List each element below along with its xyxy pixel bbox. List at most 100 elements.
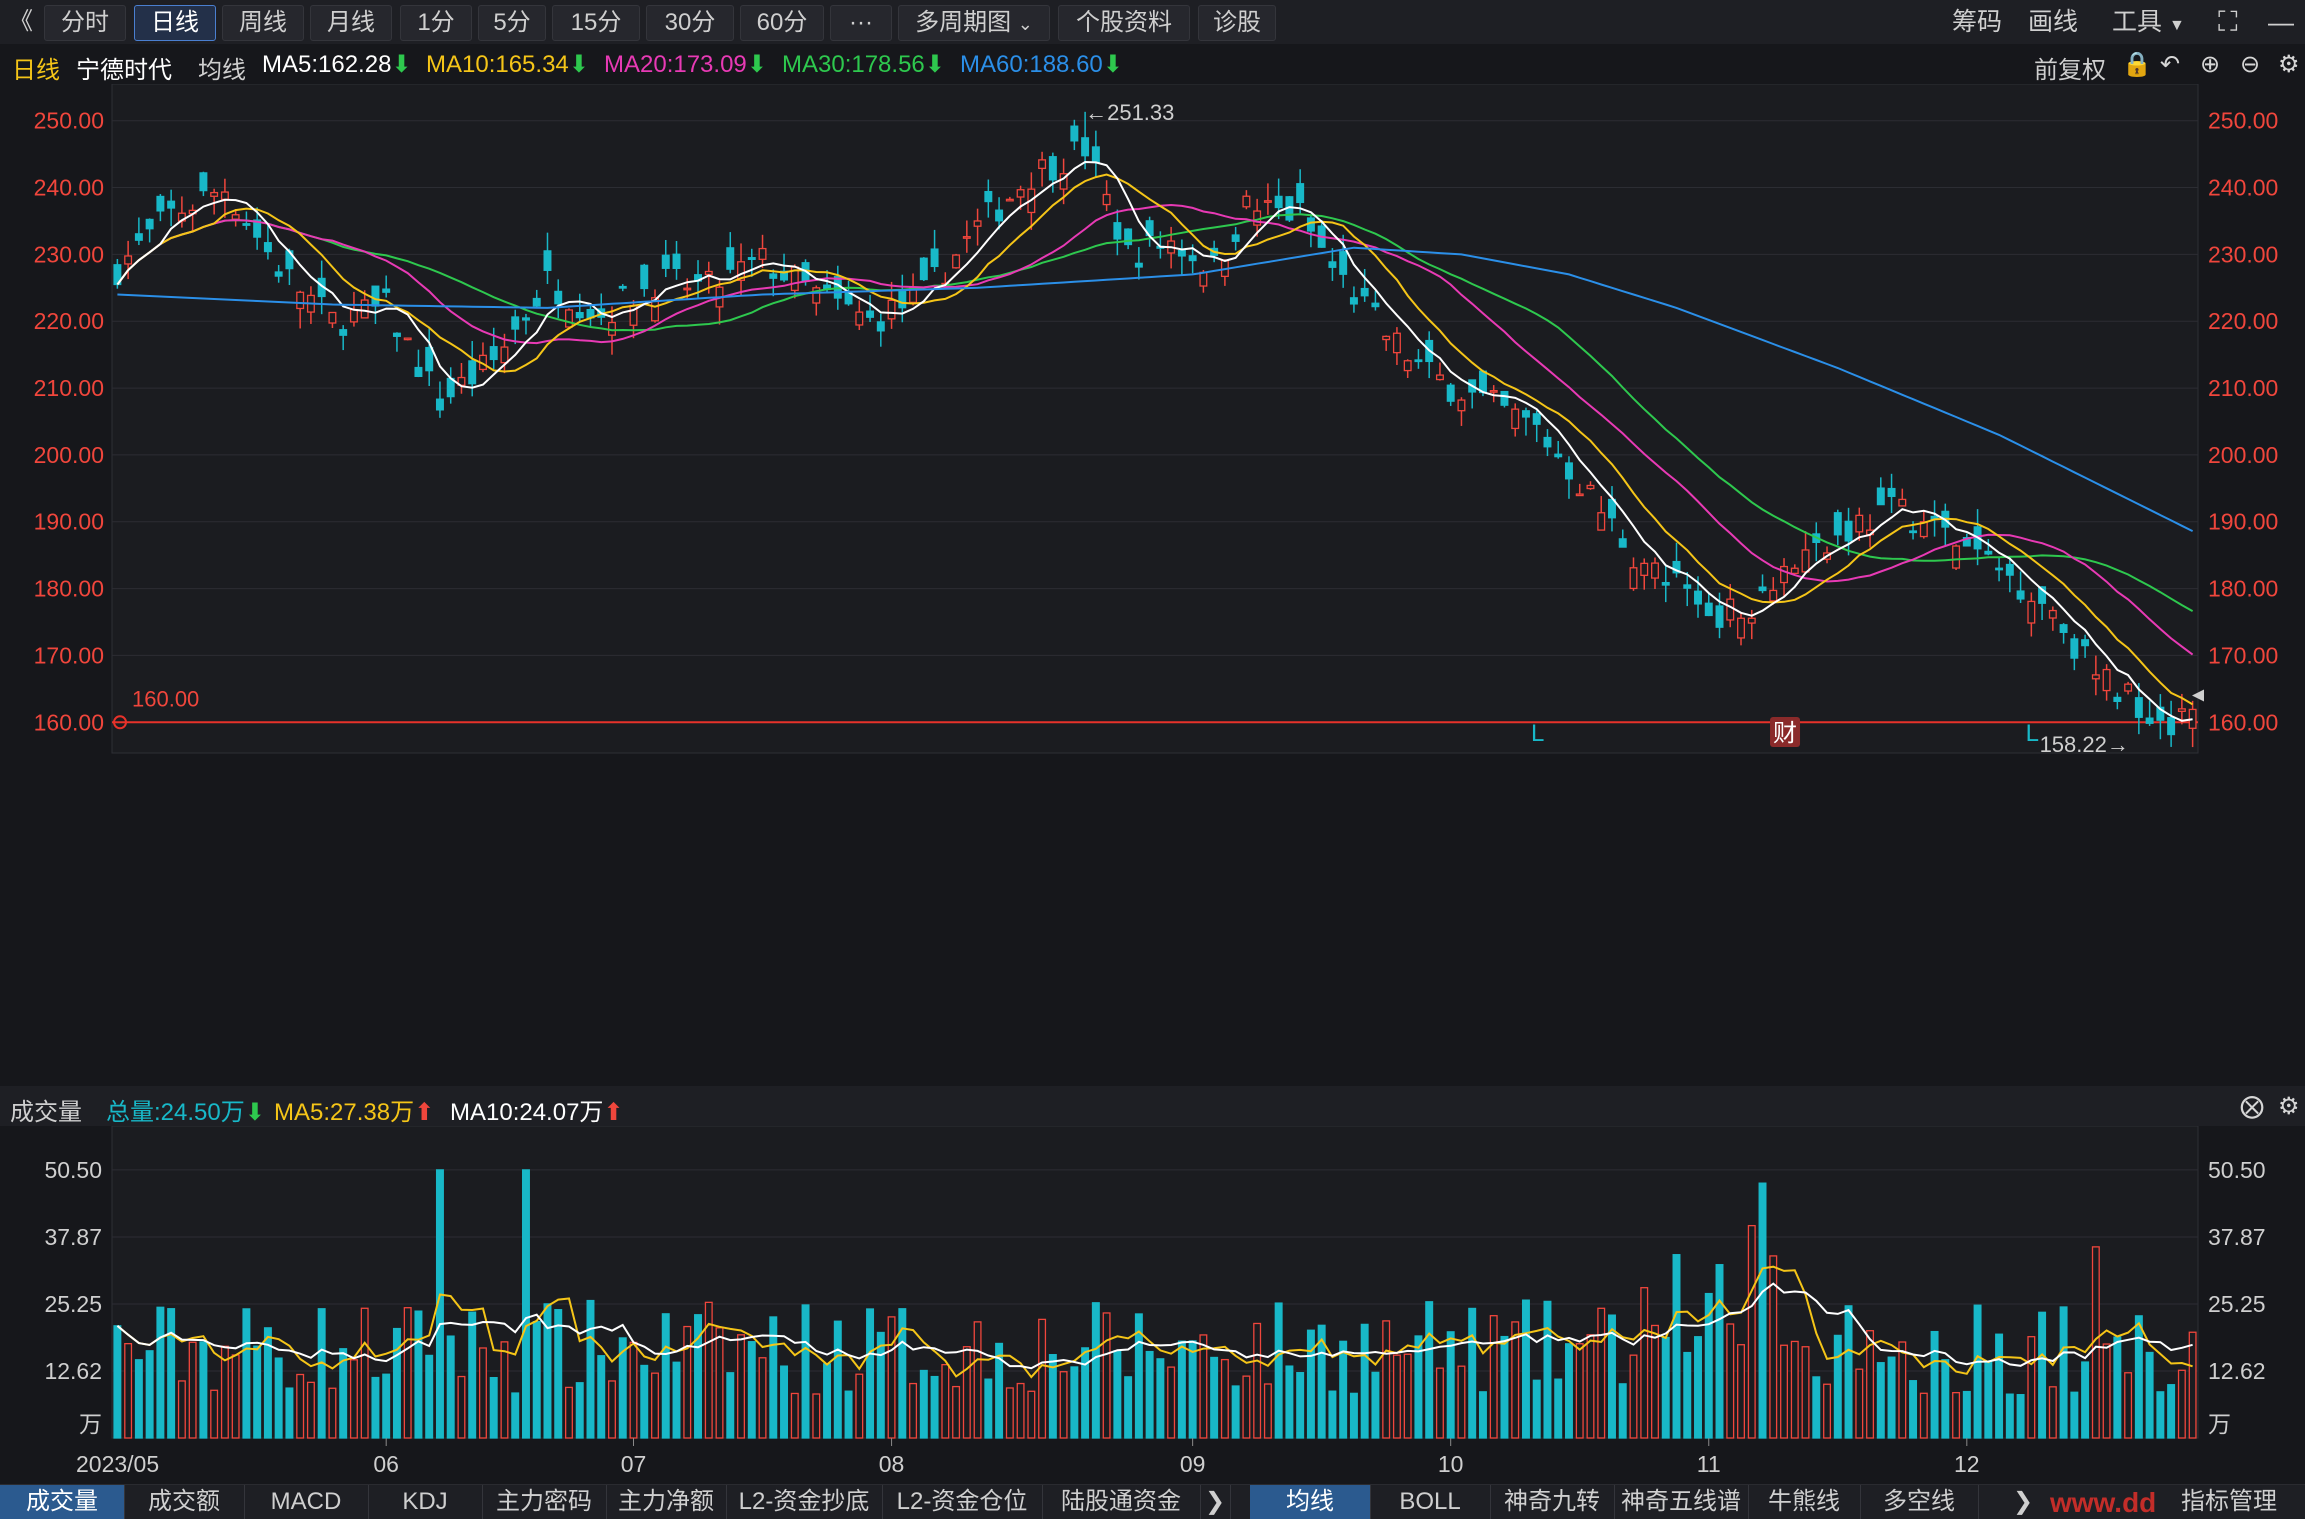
indicator-tab-right-6[interactable]: 指标管理	[2181, 1488, 2277, 1515]
volume-bar-11	[231, 1354, 240, 1439]
period-tab-4[interactable]: 1分	[400, 5, 472, 41]
tools-button[interactable]: 工具 ▼	[2112, 5, 2185, 39]
volume-bar-6	[177, 1380, 186, 1439]
settings-gear-icon[interactable]: ⚙	[2278, 51, 2300, 78]
candle-body-116	[1360, 287, 1369, 297]
volume-title: 成交量	[10, 1099, 82, 1126]
zoom-in-icon[interactable]: ⊕	[2200, 51, 2221, 78]
event-marker-bg-1	[1770, 717, 1801, 747]
indicator-tab-left-8[interactable]: 陆股通资金	[1042, 1485, 1201, 1519]
indicator-tab-left-0[interactable]: 成交量	[0, 1485, 125, 1519]
indicator-tab-left-5[interactable]: 主力净额	[606, 1485, 727, 1519]
date-label-1: 06	[373, 1451, 399, 1477]
zoom-out-icon[interactable]: ⊖	[2240, 51, 2261, 78]
indicator-tab-right-2[interactable]: 神奇九转	[1490, 1485, 1615, 1519]
candle-body-101	[1199, 271, 1208, 287]
volume-bar-166	[1898, 1341, 1907, 1439]
candle-body-70	[866, 310, 875, 318]
multi-period-dropdown[interactable]: 多周期图 ⌄	[898, 5, 1050, 41]
volume-bar-92	[1102, 1312, 1111, 1439]
period-tab-2[interactable]: 周线	[222, 5, 304, 41]
tabs-scroll-right-icon-2[interactable]: ❯	[2012, 1488, 2034, 1515]
diagnose-button[interactable]: 诊股	[1198, 5, 1276, 41]
volume-bar-174	[1984, 1360, 1993, 1439]
volume-bar-121	[1414, 1335, 1423, 1439]
volume-bar-122	[1425, 1301, 1434, 1439]
period-tab-5[interactable]: 5分	[478, 5, 546, 41]
candle-body-87	[1048, 156, 1057, 181]
indicator-tab-left-4[interactable]: 主力密码	[482, 1485, 607, 1519]
volume-bar-49	[640, 1364, 649, 1439]
chips-button[interactable]: 筹码	[1952, 8, 2003, 36]
period-tab-0[interactable]: 分时	[44, 5, 126, 41]
draw-button[interactable]: 画线	[2028, 8, 2079, 36]
volume-bar-147	[1694, 1336, 1702, 1439]
candle-body-94	[1124, 228, 1133, 246]
volume-bar-61	[769, 1316, 778, 1439]
collapse-button[interactable]: 《	[9, 8, 33, 35]
candle-body-58	[737, 261, 746, 281]
fullscreen-icon[interactable]: ⛶	[2218, 6, 2238, 37]
stock-info-button[interactable]: 个股资料	[1058, 5, 1190, 41]
volume-bar-135	[1564, 1343, 1573, 1439]
indicator-tab-right-5[interactable]: 多空线	[1860, 1485, 1979, 1519]
indicator-tab-right-1[interactable]: BOLL	[1370, 1485, 1491, 1519]
volume-bar-146	[1683, 1351, 1692, 1439]
volume-bar-31	[446, 1335, 455, 1439]
volume-bar-66	[823, 1363, 832, 1439]
volume-bar-176	[2005, 1393, 2014, 1439]
volume-bar-90	[1081, 1347, 1090, 1439]
period-tab-1[interactable]: 日线	[134, 5, 216, 41]
candle-body-30	[435, 398, 444, 411]
volume-bar-119	[1392, 1354, 1401, 1439]
price-160-marker	[113, 715, 127, 730]
period-tab-6[interactable]: 15分	[552, 5, 640, 41]
volume-bar-144	[1661, 1336, 1670, 1439]
volume-bar-64	[801, 1304, 810, 1439]
indicator-tab-left-6[interactable]: L2-资金抄底	[726, 1485, 883, 1519]
adjust-toggle[interactable]: 前复权	[2034, 57, 2106, 84]
indicator-tab-right-4[interactable]: 牛熊线	[1748, 1485, 1861, 1519]
volume-chart[interactable]: 50.50 50.50 37.87 37.87 25.25 25.25 12.62 12.62…	[0, 1126, 2305, 1484]
candle-body-3	[145, 218, 154, 230]
volume-bar-129	[1500, 1335, 1509, 1439]
candle-body-78	[952, 254, 961, 269]
candle-body-133	[1543, 436, 1552, 448]
low-annotation: 158.22→	[2040, 732, 2129, 757]
period-tab-8[interactable]: 60分	[740, 5, 824, 41]
volume-bar-44	[586, 1299, 595, 1439]
candle-body-51	[661, 254, 670, 269]
minimize-panel-icon[interactable]: —	[2268, 7, 2294, 37]
period-tab-7[interactable]: 30分	[646, 5, 734, 41]
candle-body-183	[2081, 639, 2090, 647]
candle-body-182	[2070, 638, 2079, 659]
volume-bar-137	[1586, 1334, 1595, 1439]
ma10-line	[116, 173, 2194, 706]
tabs-scroll-right-icon[interactable]: ❯	[1200, 1485, 1231, 1519]
candle-body-134	[1554, 453, 1563, 458]
candle-body-149	[1715, 605, 1724, 628]
volume-bar-98	[1167, 1366, 1176, 1439]
lock-icon[interactable]: 🔒	[2122, 51, 2152, 78]
period-tab-3[interactable]: 月线	[310, 5, 392, 41]
indicator-tab-left-7[interactable]: L2-资金仓位	[882, 1485, 1043, 1519]
price-chart[interactable]: 250.00 250.00 240.00 240.00 230.00 230.00 220.…	[0, 84, 2305, 1086]
volume-settings-icon[interactable]: ⚙	[2278, 1093, 2300, 1120]
indicator-tab-right-0[interactable]: 均线	[1250, 1485, 1371, 1519]
more-periods-button[interactable]: ···	[830, 5, 892, 41]
date-label-0: 2023/05	[76, 1451, 159, 1477]
volume-tick-right-3: 12.62	[2208, 1358, 2266, 1384]
indicator-tab-left-3[interactable]: KDJ	[368, 1485, 483, 1519]
volume-bar-35	[489, 1376, 498, 1439]
undo-icon[interactable]: ↶	[2160, 51, 2181, 78]
candle-body-36	[500, 346, 509, 364]
indicator-tab-left-2[interactable]: MACD	[244, 1485, 369, 1519]
price-tick-right-4: 210.00	[2208, 375, 2278, 401]
volume-bar-131	[1521, 1299, 1530, 1439]
volume-bar-65	[812, 1393, 821, 1439]
indicator-tab-right-3[interactable]: 神奇五线谱	[1614, 1485, 1749, 1519]
close-volume-icon[interactable]: ⨂	[2240, 1093, 2264, 1120]
volume-bar-126	[1468, 1307, 1477, 1439]
indicator-tab-left-1[interactable]: 成交额	[124, 1485, 245, 1519]
volume-bar-9	[210, 1389, 219, 1439]
